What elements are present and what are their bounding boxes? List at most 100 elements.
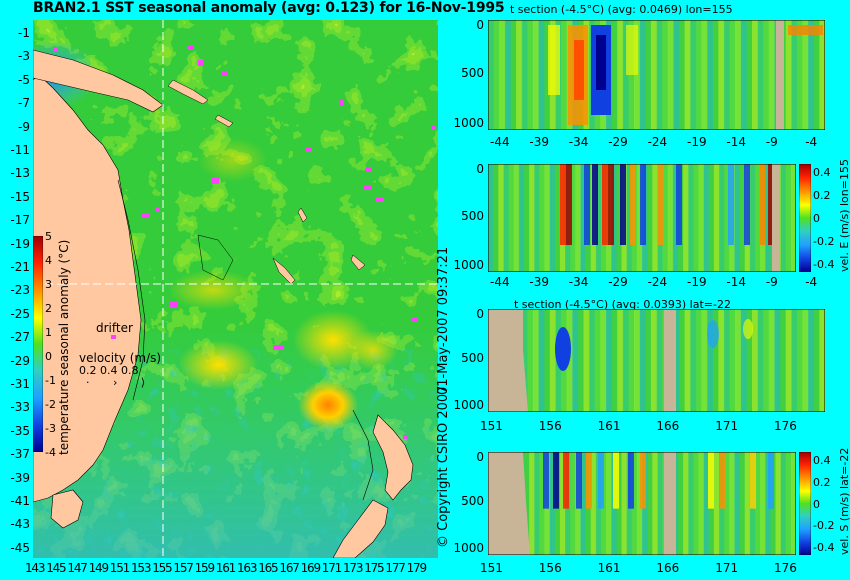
colorbar-tick-label: 2	[45, 302, 52, 315]
panel4-colorbar	[799, 452, 811, 555]
panel4-colorbar-label: vel. S (m/s) lat=-22	[838, 447, 850, 555]
lat-tick-label: -9	[18, 119, 30, 134]
lat-tick-label: -11	[10, 143, 30, 157]
panel1-x-tick-label: -4	[805, 135, 818, 149]
lat-tick-label: -13	[10, 166, 30, 181]
panel2-y-tick-label: 1000	[453, 258, 484, 272]
lon-tick-label: 145	[46, 561, 67, 575]
panel2-section-plot	[488, 164, 796, 272]
lon-tick-label: 159	[194, 561, 216, 575]
panel4-x-tick-label: 161	[597, 561, 621, 575]
panel2-x-tick-label: -44	[490, 275, 510, 289]
colorbar-tick-label: -1	[45, 374, 56, 387]
lat-tick-label: -5	[18, 72, 30, 87]
lon-tick-label: 171	[321, 561, 343, 575]
panel2-x-tick-label: -9	[765, 275, 778, 289]
lat-tick-label: -35	[10, 423, 30, 438]
panel2-x-tick-label: -34	[568, 275, 589, 289]
panel3-x-tick-label: 151	[480, 419, 503, 433]
lat-tick-label: -1	[18, 26, 30, 40]
panel4-y-tick-label: 1000	[453, 541, 484, 555]
lat-tick-label: -33	[10, 400, 30, 415]
panel2-y-tick-label: 0	[476, 162, 484, 176]
velocity-arrows: · › ⟩	[86, 376, 156, 389]
velocity-legend-label: velocity (m/s)	[79, 351, 162, 365]
lon-tick-label: 167	[279, 561, 300, 575]
panel1-y-tick-label: 500	[461, 65, 484, 80]
colorbar-tick-label: -2	[45, 398, 56, 411]
lon-tick-label: 163	[237, 561, 258, 575]
lon-tick-label: 169	[300, 561, 322, 575]
lat-tick-label: -19	[10, 236, 30, 251]
lon-tick-label: 151	[109, 561, 131, 575]
panel4-section-plot	[488, 452, 796, 555]
panel1-x-tick-label: -14	[726, 135, 746, 149]
lat-tick-label: -3	[18, 49, 30, 64]
panel4-colorbar-tick-label: 0	[813, 497, 820, 511]
lat-tick-label: -27	[10, 330, 30, 345]
lat-tick-label: -7	[18, 96, 30, 111]
panel1-x-tick-label: -39	[529, 135, 549, 149]
velocity-scale-label: 0.2 0.4 0.8	[79, 364, 139, 377]
colorbar-tick-label: -3	[45, 422, 56, 435]
panel2-colorbar-tick-label: 0.2	[813, 189, 831, 202]
sst-colorbar	[33, 236, 43, 452]
panel2-colorbar-tick-label: 0	[813, 212, 820, 225]
colorbar-tick-label: 5	[45, 230, 52, 243]
panel3-y-tick-label: 0	[476, 307, 484, 321]
panel2-colorbar-label: vel. E (m/s) lon=155	[838, 159, 850, 272]
panel2-x-tick-label: -4	[805, 275, 818, 289]
lat-tick-label: -25	[10, 306, 30, 321]
lat-tick-label: -39	[10, 470, 30, 485]
lat-tick-label: -37	[10, 447, 30, 462]
panel2-x-tick-label: -39	[529, 275, 549, 289]
main-title: BRAN2.1 SST seasonal anomaly (avg: 0.123…	[33, 0, 505, 16]
panel4-x-tick-label: 151	[480, 561, 503, 575]
lat-tick-label: -29	[10, 353, 30, 368]
panel2-colorbar-tick-label: 0.4	[813, 166, 831, 179]
panel4-y-tick-label: 500	[461, 494, 484, 509]
lat-tick-label: -41	[10, 494, 30, 508]
panel2-y-tick-label: 500	[461, 208, 484, 223]
lon-tick-label: 157	[173, 561, 194, 575]
lon-tick-label: 149	[88, 561, 110, 575]
panel4-x-tick-label: 171	[715, 561, 739, 575]
lon-tick-label: 175	[364, 561, 385, 575]
lon-tick-label: 179	[406, 561, 428, 575]
panel1-x-tick-label: -44	[490, 135, 510, 149]
panel3-section-plot	[488, 309, 825, 412]
panel4-colorbar-tick-label: 0.2	[813, 475, 831, 489]
panel1-y-tick-label: 1000	[453, 116, 484, 130]
panel1-section-plot	[488, 20, 825, 130]
panel3-x-tick-label: 161	[597, 419, 621, 433]
panel2-x-tick-label: -14	[726, 275, 746, 289]
panel2-x-tick-label: -19	[687, 275, 707, 289]
colorbar-tick-label: 4	[45, 254, 52, 267]
panel1-title: t section (-4.5°C) (avg: 0.0469) lon=155	[510, 3, 733, 16]
panel3-x-tick-label: 156	[538, 419, 562, 433]
panel2-colorbar	[799, 164, 811, 272]
panel4-x-tick-label: 156	[538, 561, 562, 575]
drifter-markers	[53, 45, 436, 439]
lon-tick-label: 153	[131, 561, 152, 575]
panel4-x-tick-label: 166	[656, 561, 680, 575]
panel4-y-tick-label: 0	[476, 450, 484, 464]
panel3-y-tick-label: 500	[461, 351, 484, 366]
lat-tick-label: -45	[10, 540, 30, 555]
lat-tick-label: -31	[10, 377, 30, 391]
panel4-colorbar-tick-label: 0.4	[813, 454, 831, 467]
lon-tick-label: 155	[152, 561, 173, 575]
lat-tick-label: -17	[10, 213, 30, 228]
lat-tick-label: -43	[10, 517, 30, 532]
lon-tick-label: 147	[67, 561, 88, 575]
colorbar-label: temperature seasonal anomaly (°C)	[57, 239, 71, 455]
colorbar-tick-label: -4	[45, 446, 56, 459]
lat-tick-label: -21	[10, 260, 30, 274]
panel4-x-tick-label: 176	[774, 561, 797, 575]
sst-anomaly-map	[33, 20, 438, 558]
lon-tick-label: 161	[215, 561, 237, 575]
lon-tick-label: 165	[258, 561, 279, 575]
panel3-x-tick-label: 171	[715, 419, 739, 433]
lon-tick-label: 173	[343, 561, 364, 575]
colorbar-tick-label: 1	[45, 326, 52, 339]
